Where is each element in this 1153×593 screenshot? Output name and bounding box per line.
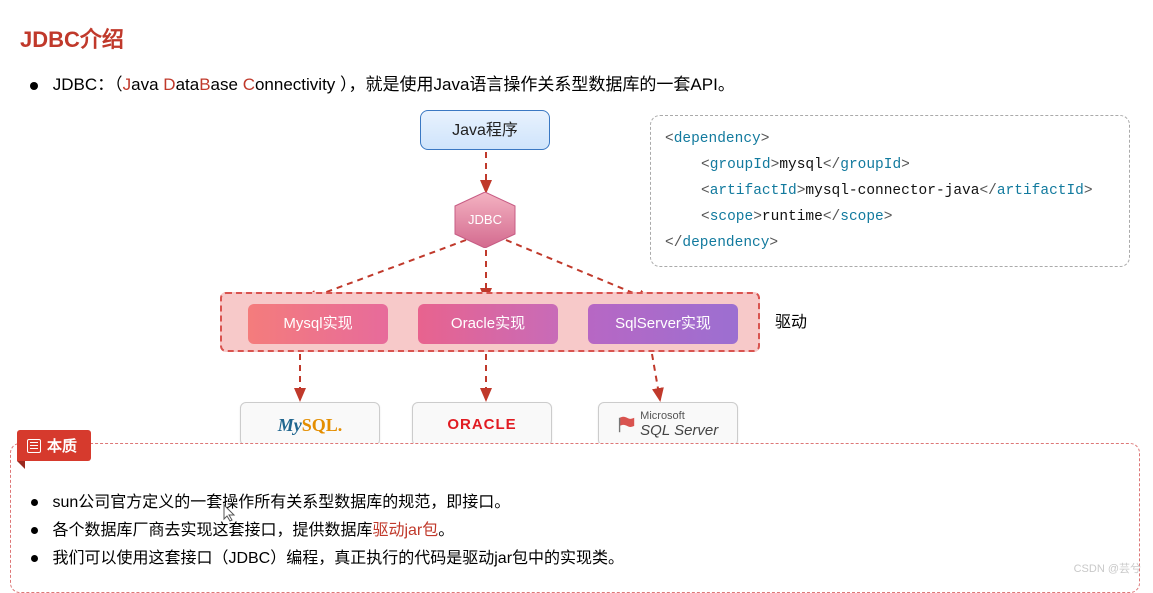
sqlserver-flag-icon: [618, 416, 636, 434]
sqlserver-logo-text: Microsoft SQL Server: [640, 410, 718, 439]
note-icon: [27, 439, 41, 453]
maven-dependency-code: <dependency> <groupId>mysql</groupId> <a…: [650, 115, 1130, 267]
code-line-1: <dependency>: [665, 126, 1115, 152]
essence-item-2-hl: 驱动jar包: [372, 522, 438, 539]
watermark: CSDN @芸兮: [1074, 560, 1141, 576]
essence-list: sun公司官方定义的一套操作所有关系型数据库的规范，即接口。 各个数据库厂商去实…: [31, 488, 1119, 568]
arrow-hex-impl1: [305, 240, 466, 300]
cursor-icon: [223, 504, 237, 522]
essence-item-3: 我们可以使用这套接口（JDBC）编程，真正执行的代码是驱动jar包中的实现类。: [31, 544, 1119, 568]
code-line-3: <artifactId>mysql-connector-java</artifa…: [665, 178, 1115, 204]
intro-B: B: [199, 75, 210, 94]
essence-panel: 本质 sun公司官方定义的一套操作所有关系型数据库的规范，即接口。 各个数据库厂…: [10, 443, 1140, 593]
essence-tag-label: 本质: [47, 435, 77, 456]
sqlserver-big: SQL Server: [640, 422, 718, 439]
intro-J: J: [123, 75, 132, 94]
intro-data-rest: ata: [176, 75, 200, 94]
intro-prefix: JDBC：（: [53, 75, 123, 94]
page-title: JDBC介绍: [20, 22, 124, 54]
code-line-2: <groupId>mysql</groupId>: [665, 152, 1115, 178]
jdbc-hex-node: JDBC: [453, 192, 517, 248]
arrow-hex-impl3: [506, 240, 650, 300]
essence-item-1: sun公司官方定义的一套操作所有关系型数据库的规范，即接口。: [31, 488, 1119, 512]
intro-java-rest: ava: [131, 75, 163, 94]
impl-container: Mysql实现 Oracle实现 SqlServer实现: [220, 292, 760, 352]
jdbc-hex-label: JDBC: [468, 212, 502, 227]
code-line-5: </dependency>: [665, 230, 1115, 256]
essence-item-3-text: 我们可以使用这套接口（JDBC）编程，真正执行的代码是驱动jar包中的实现类。: [52, 550, 624, 567]
sqlserver-db-node: Microsoft SQL Server: [598, 402, 738, 446]
essence-item-2: 各个数据库厂商去实现这套接口，提供数据库驱动jar包。: [31, 516, 1119, 540]
oracle-impl-node: Oracle实现: [418, 304, 558, 344]
oracle-db-node: ORACLE: [412, 402, 552, 446]
oracle-logo-text: ORACLE: [447, 416, 516, 433]
mysql-impl-node: Mysql实现: [248, 304, 388, 344]
arrow-impl3-db3: [652, 354, 660, 400]
driver-label: 驱动: [775, 308, 807, 332]
essence-item-2-a: 各个数据库厂商去实现这套接口，提供数据库: [52, 522, 372, 539]
mysql-logo-prefix: My: [278, 415, 302, 435]
essence-tag: 本质: [17, 430, 91, 461]
bullet-icon: [30, 82, 38, 90]
sqlserver-impl-node: SqlServer实现: [588, 304, 738, 344]
intro-conn-rest: onnectivity ），就是使用Java语言操作关系型数据库的一套API。: [255, 75, 735, 94]
intro-D: D: [163, 75, 175, 94]
mysql-logo-text: MySQL.: [278, 415, 343, 435]
essence-item-1-text: sun公司官方定义的一套操作所有关系型数据库的规范，即接口。: [52, 494, 510, 511]
intro-C: C: [243, 75, 255, 94]
java-program-node: Java程序: [420, 110, 550, 150]
mysql-db-node: MySQL.: [240, 402, 380, 446]
intro-base-rest: ase: [211, 75, 243, 94]
intro-line: JDBC：（Java DataBase Connectivity ），就是使用J…: [30, 70, 735, 95]
code-line-4: <scope>runtime</scope>: [665, 204, 1115, 230]
mysql-logo-tail: SQL.: [302, 415, 343, 435]
essence-item-2-b: 。: [438, 522, 454, 539]
